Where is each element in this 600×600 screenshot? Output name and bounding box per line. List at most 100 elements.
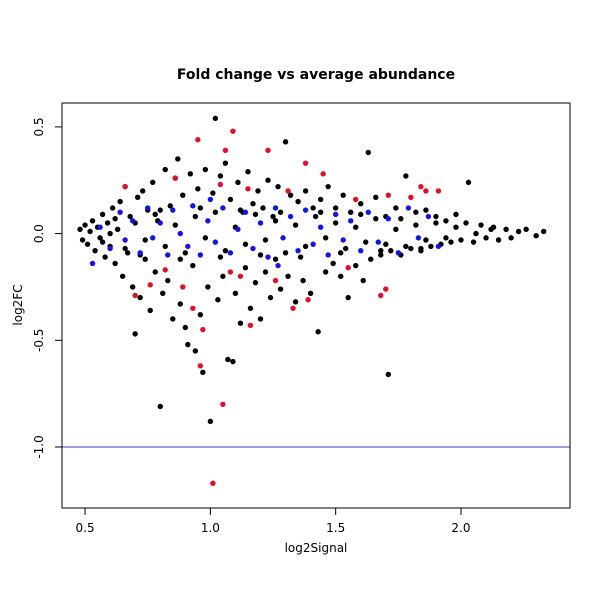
point [99, 239, 106, 245]
point [202, 166, 209, 173]
point [267, 294, 274, 301]
point [112, 260, 118, 267]
point [378, 247, 384, 254]
y-axis-label: log2FC [11, 284, 25, 325]
point [282, 250, 289, 256]
point [210, 480, 216, 486]
point [340, 237, 346, 243]
point [330, 260, 336, 267]
point [190, 305, 196, 311]
point [107, 230, 113, 237]
point [237, 320, 244, 326]
point [217, 254, 224, 260]
point [192, 213, 199, 220]
point [307, 290, 314, 297]
point [405, 205, 412, 211]
point [162, 243, 168, 250]
point [114, 226, 121, 233]
point [292, 299, 299, 305]
point [265, 147, 271, 154]
point [207, 196, 214, 203]
point [348, 209, 354, 215]
point [287, 192, 294, 198]
point [322, 269, 329, 275]
point [147, 307, 153, 314]
point [282, 139, 289, 145]
point [97, 235, 103, 241]
point [360, 277, 366, 284]
point [413, 222, 419, 228]
point [92, 247, 98, 254]
point [157, 207, 163, 213]
point [277, 209, 284, 215]
point [345, 294, 351, 301]
point [353, 196, 359, 203]
point [425, 213, 432, 220]
point [232, 290, 239, 297]
point [137, 294, 143, 301]
point [195, 137, 201, 143]
point [157, 220, 163, 226]
point [104, 220, 111, 226]
point [435, 188, 442, 194]
point [245, 169, 251, 175]
point [300, 277, 306, 284]
point [458, 237, 464, 243]
point [175, 156, 181, 162]
point [302, 188, 309, 194]
point [297, 254, 304, 260]
point [385, 192, 392, 198]
point [320, 171, 326, 177]
point [272, 256, 279, 262]
point [305, 297, 311, 303]
point [77, 226, 83, 233]
point [89, 260, 96, 267]
point [97, 224, 103, 230]
point [132, 331, 138, 337]
point [257, 220, 264, 226]
point [315, 329, 321, 335]
point [332, 205, 339, 211]
point [495, 237, 502, 243]
point [227, 269, 234, 275]
point [295, 198, 301, 205]
point [340, 192, 346, 198]
point [180, 284, 186, 290]
point [277, 286, 284, 292]
point [280, 235, 286, 241]
point [210, 190, 216, 196]
point [202, 235, 209, 241]
point [222, 160, 229, 166]
point [408, 245, 414, 252]
point [192, 348, 199, 354]
point [418, 183, 424, 190]
point [418, 245, 424, 252]
x-axis-label: log2Signal [285, 541, 348, 555]
point [150, 235, 156, 241]
point [190, 262, 196, 269]
point [132, 292, 138, 299]
point [373, 194, 379, 201]
point [403, 243, 409, 250]
point [348, 218, 354, 224]
y-tick-label: 0.5 [32, 117, 46, 136]
point [170, 207, 176, 213]
point [398, 215, 404, 222]
point [483, 235, 489, 241]
point [252, 211, 259, 218]
point [217, 173, 224, 179]
point [119, 273, 126, 279]
point [112, 215, 118, 222]
point [337, 250, 344, 256]
point [508, 235, 514, 241]
point [212, 209, 219, 215]
point [245, 186, 251, 192]
point [358, 201, 364, 207]
point [488, 226, 494, 233]
point [242, 241, 249, 247]
point [247, 305, 254, 311]
point [337, 273, 344, 279]
point [160, 290, 166, 297]
point [217, 181, 224, 188]
